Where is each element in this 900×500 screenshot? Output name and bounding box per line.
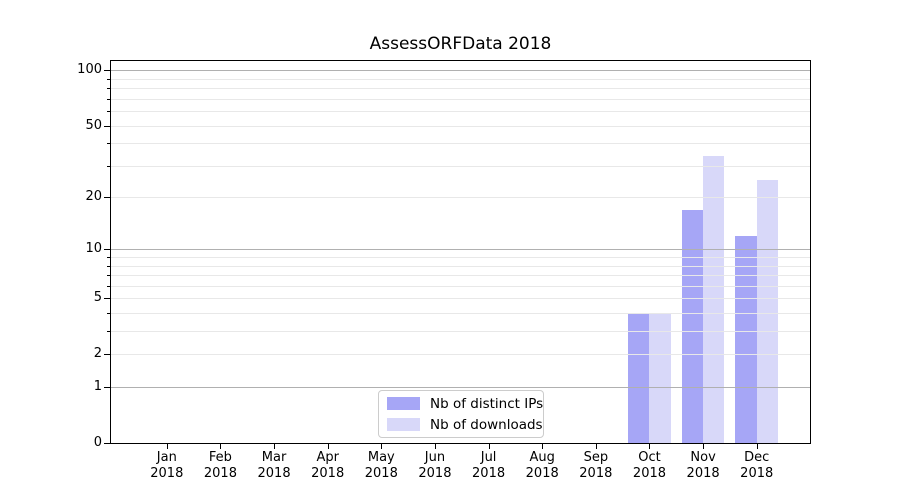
legend-swatch-downloads bbox=[387, 418, 420, 431]
bar-distinct-ips-oct bbox=[628, 313, 650, 443]
plot-area bbox=[110, 60, 811, 444]
y-tick-mark bbox=[104, 354, 110, 356]
y-tick-mark bbox=[104, 387, 110, 389]
x-tick-label-apr: Apr 2018 bbox=[296, 450, 360, 481]
y-minor-tick-mark bbox=[107, 257, 110, 259]
x-tick-label-nov: Nov 2018 bbox=[671, 450, 735, 481]
y-tick-mark bbox=[104, 298, 110, 300]
y-minor-tick-mark bbox=[107, 331, 110, 333]
y-tick-label: 0 bbox=[93, 435, 102, 450]
gridline-minor bbox=[111, 143, 810, 145]
x-tick-label-jan: Jan 2018 bbox=[135, 450, 199, 481]
gridline-minor bbox=[111, 98, 810, 100]
bar-downloads-nov bbox=[703, 156, 725, 443]
x-tick-mark bbox=[542, 444, 544, 449]
y-minor-tick-mark bbox=[107, 98, 110, 100]
gridline-minor bbox=[111, 197, 810, 199]
y-tick-label: 10 bbox=[85, 241, 102, 257]
y-tick-mark bbox=[104, 443, 110, 444]
y-tick-label: 2 bbox=[93, 346, 102, 362]
y-tick-mark bbox=[104, 197, 110, 199]
y-tick-label: 20 bbox=[85, 189, 102, 205]
legend-label-distinct-ips: Nb of distinct IPs bbox=[430, 395, 544, 412]
y-minor-tick-mark bbox=[107, 165, 110, 167]
gridline-minor bbox=[111, 298, 810, 300]
gridline-minor bbox=[111, 88, 810, 90]
legend-row-downloads: Nb of downloads bbox=[387, 418, 543, 432]
chart-title: AssessORFData 2018 bbox=[369, 34, 552, 54]
x-tick-label-year: 2018 bbox=[203, 465, 237, 481]
x-tick-mark bbox=[327, 444, 329, 449]
y-minor-tick-mark bbox=[107, 143, 110, 145]
x-tick-mark bbox=[166, 444, 168, 449]
x-tick-label-year: 2018 bbox=[632, 465, 667, 481]
gridline-major bbox=[111, 387, 810, 389]
x-tick-label-year: 2018 bbox=[525, 465, 559, 481]
y-minor-tick-mark bbox=[107, 265, 110, 267]
y-minor-tick-mark bbox=[107, 313, 110, 315]
gridline-minor bbox=[111, 354, 810, 356]
x-tick-label-year: 2018 bbox=[257, 465, 291, 481]
bar-downloads-oct bbox=[649, 313, 671, 443]
gridline-minor bbox=[111, 257, 810, 259]
x-tick-label-may: May 2018 bbox=[349, 450, 413, 481]
y-minor-tick-mark bbox=[107, 275, 110, 277]
gridline-minor bbox=[111, 111, 810, 113]
gridline-major bbox=[111, 249, 810, 251]
gridline-minor bbox=[111, 331, 810, 333]
x-tick-label-dec: Dec 2018 bbox=[725, 450, 789, 481]
x-tick-label-oct: Oct 2018 bbox=[617, 450, 681, 481]
y-minor-tick-mark bbox=[107, 285, 110, 287]
legend: Nb of distinct IPs Nb of downloads bbox=[378, 390, 544, 438]
y-minor-tick-mark bbox=[107, 111, 110, 113]
y-tick-label: 5 bbox=[93, 290, 102, 306]
y-minor-tick-mark bbox=[107, 88, 110, 90]
x-tick-label-year: 2018 bbox=[364, 465, 398, 481]
x-tick-mark bbox=[756, 444, 758, 449]
bar-downloads-dec bbox=[756, 180, 779, 443]
x-tick-mark bbox=[434, 444, 436, 449]
x-tick-label-year: 2018 bbox=[418, 465, 452, 481]
x-tick-label-jun: Jun 2018 bbox=[403, 450, 467, 481]
x-tick-mark bbox=[703, 444, 705, 449]
x-tick-label-year: 2018 bbox=[150, 465, 184, 481]
gridline-minor bbox=[111, 78, 810, 80]
y-minor-tick-mark bbox=[107, 78, 110, 80]
x-tick-mark bbox=[649, 444, 651, 449]
gridline-minor bbox=[111, 165, 810, 167]
gridline-minor bbox=[111, 313, 810, 315]
x-tick-label-feb: Feb 2018 bbox=[188, 450, 252, 481]
x-tick-label-jul: Jul 2018 bbox=[457, 450, 521, 481]
x-tick-label-year: 2018 bbox=[740, 465, 774, 481]
x-tick-label-sep: Sep 2018 bbox=[564, 450, 628, 481]
x-tick-label-mar: Mar 2018 bbox=[242, 450, 306, 481]
y-tick-label: 100 bbox=[77, 62, 102, 78]
bar-distinct-ips-nov bbox=[681, 209, 704, 443]
y-tick-label: 1 bbox=[93, 379, 102, 395]
y-tick-mark bbox=[104, 249, 110, 251]
x-tick-label-year: 2018 bbox=[472, 465, 506, 481]
legend-row-distinct-ips: Nb of distinct IPs bbox=[387, 397, 543, 411]
bar-distinct-ips-dec bbox=[735, 235, 757, 443]
y-tick-mark bbox=[104, 70, 110, 72]
gridline-minor bbox=[111, 275, 810, 277]
gridline-minor bbox=[111, 285, 810, 287]
y-tick-label: 50 bbox=[85, 117, 102, 133]
x-tick-label-aug: Aug 2018 bbox=[510, 450, 574, 481]
y-tick-mark bbox=[104, 125, 110, 127]
x-tick-mark bbox=[274, 444, 276, 449]
x-tick-mark bbox=[488, 444, 490, 449]
gridline-minor bbox=[111, 125, 810, 127]
legend-label-downloads: Nb of downloads bbox=[430, 416, 543, 433]
x-tick-mark bbox=[381, 444, 383, 449]
x-tick-mark bbox=[595, 444, 597, 449]
gridline-major bbox=[111, 70, 810, 72]
x-tick-label-year: 2018 bbox=[686, 465, 720, 481]
x-tick-label-year: 2018 bbox=[311, 465, 345, 481]
x-tick-mark bbox=[220, 444, 222, 449]
x-tick-label-year: 2018 bbox=[579, 465, 613, 481]
gridline-minor bbox=[111, 265, 810, 267]
legend-swatch-distinct-ips bbox=[387, 397, 420, 410]
